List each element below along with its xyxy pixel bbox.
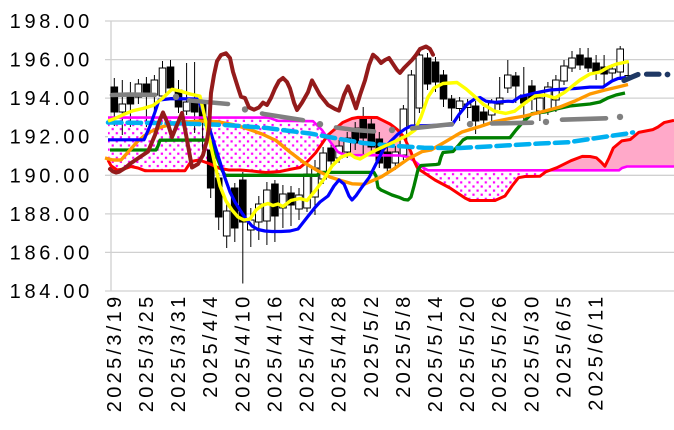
svg-text:190.00: 190.00 <box>10 165 93 187</box>
svg-text:186.00: 186.00 <box>10 242 93 264</box>
svg-text:2025/3/25: 2025/3/25 <box>136 294 158 413</box>
svg-text:2025/5/8: 2025/5/8 <box>393 294 415 398</box>
svg-text:198.00: 198.00 <box>10 11 93 33</box>
svg-text:2025/5/14: 2025/5/14 <box>425 294 447 413</box>
svg-text:2025/5/30: 2025/5/30 <box>521 294 543 413</box>
svg-text:196.00: 196.00 <box>10 50 93 72</box>
svg-text:2025/6/11: 2025/6/11 <box>586 294 608 411</box>
svg-text:2025/3/31: 2025/3/31 <box>168 294 190 413</box>
svg-text:2025/4/4: 2025/4/4 <box>200 294 222 398</box>
svg-text:2025/5/2: 2025/5/2 <box>361 294 383 398</box>
svg-text:2025/4/28: 2025/4/28 <box>329 294 351 413</box>
svg-text:2025/3/19: 2025/3/19 <box>104 294 126 413</box>
svg-text:2025/6/5: 2025/6/5 <box>554 294 576 398</box>
svg-text:194.00: 194.00 <box>10 88 93 110</box>
svg-text:188.00: 188.00 <box>10 204 93 226</box>
svg-text:2025/4/16: 2025/4/16 <box>264 294 286 413</box>
svg-text:2025/5/26: 2025/5/26 <box>489 294 511 413</box>
svg-text:2025/4/10: 2025/4/10 <box>232 294 254 413</box>
svg-text:2025/5/20: 2025/5/20 <box>457 294 479 413</box>
svg-text:192.00: 192.00 <box>10 127 93 149</box>
svg-text:184.00: 184.00 <box>10 281 93 303</box>
svg-text:2025/4/22: 2025/4/22 <box>297 294 319 413</box>
